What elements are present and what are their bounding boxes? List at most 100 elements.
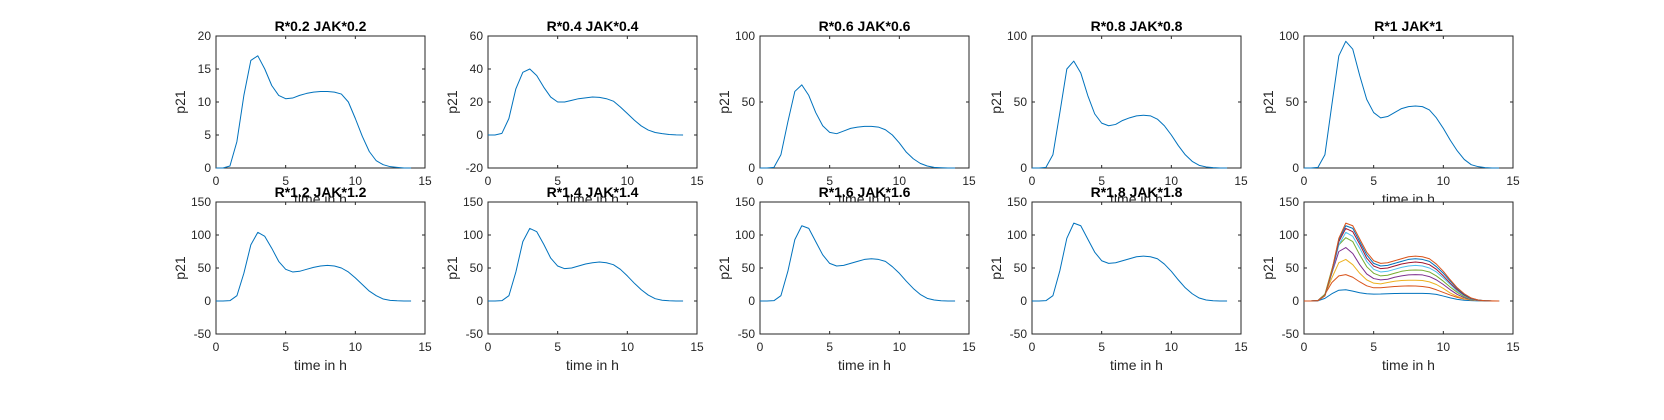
y-axis-label: p21	[1260, 256, 1276, 280]
x-axis-label: time in h	[1382, 357, 1435, 373]
x-tick-label: 0	[485, 340, 492, 354]
x-tick-label: 5	[1370, 340, 1377, 354]
y-tick-label: 150	[191, 195, 211, 209]
x-axis-label: time in h	[566, 357, 619, 373]
axes-box	[1303, 201, 1514, 335]
x-tick-label: 10	[1437, 340, 1451, 354]
y-tick-label: 0	[748, 294, 755, 308]
y-tick-label: 50	[1286, 95, 1300, 109]
y-tick-label: -20	[466, 161, 484, 175]
subplot-title: R*0.4 JAK*0.4	[547, 18, 639, 34]
x-tick-label: 5	[1098, 174, 1105, 188]
series-line-1	[216, 55, 412, 169]
x-tick-label: 10	[893, 174, 907, 188]
y-tick-label: 100	[735, 228, 755, 242]
x-tick-label: 0	[757, 340, 764, 354]
y-tick-label: 20	[198, 29, 212, 43]
y-tick-label: 100	[735, 29, 755, 43]
y-tick-label: 0	[1020, 294, 1027, 308]
x-tick-label: 5	[826, 174, 833, 188]
x-tick-label: 5	[554, 340, 561, 354]
y-tick-label: 20	[470, 95, 484, 109]
y-tick-label: 100	[1007, 29, 1027, 43]
y-tick-label: 100	[463, 228, 483, 242]
y-tick-label: 40	[470, 62, 484, 76]
subplot-title: R*1.6 JAK*1.6	[819, 184, 911, 200]
x-tick-label: 15	[962, 174, 976, 188]
subplot-title: R*1.4 JAK*1.4	[547, 184, 639, 200]
x-axis-label: time in h	[838, 357, 891, 373]
x-tick-label: 10	[1165, 340, 1179, 354]
x-tick-label: 10	[349, 340, 363, 354]
y-axis-label: p21	[716, 256, 732, 280]
series-line-1	[1304, 40, 1500, 169]
y-tick-label: 50	[742, 261, 756, 275]
subplot-title: R*0.6 JAK*0.6	[819, 18, 911, 34]
axes-box	[759, 201, 970, 335]
y-tick-label: 100	[1279, 29, 1299, 43]
y-tick-label: -50	[194, 327, 212, 341]
y-tick-label: 0	[1020, 161, 1027, 175]
series-line-1	[1032, 60, 1228, 169]
y-tick-label: 50	[1014, 261, 1028, 275]
x-tick-label: 10	[621, 340, 635, 354]
x-tick-label: 10	[893, 340, 907, 354]
y-axis-label: p21	[444, 90, 460, 114]
y-tick-label: -50	[466, 327, 484, 341]
x-axis-label: time in h	[294, 357, 347, 373]
x-axis-label: time in h	[1110, 357, 1163, 373]
y-axis-label: p21	[172, 90, 188, 114]
x-tick-label: 5	[554, 174, 561, 188]
y-axis-label: p21	[988, 90, 1004, 114]
x-tick-label: 15	[418, 340, 432, 354]
x-tick-label: 5	[282, 340, 289, 354]
y-tick-label: 5	[204, 128, 211, 142]
x-tick-label: 10	[621, 174, 635, 188]
y-tick-label: 0	[1292, 161, 1299, 175]
series-line-3	[1304, 258, 1500, 302]
axes-box	[487, 201, 698, 335]
y-tick-label: 150	[1007, 195, 1027, 209]
x-tick-label: 0	[1029, 340, 1036, 354]
y-tick-label: 0	[1292, 294, 1299, 308]
x-tick-label: 15	[1234, 174, 1248, 188]
subplot-title: R*0.2 JAK*0.2	[275, 18, 367, 34]
y-tick-label: -50	[1010, 327, 1028, 341]
y-tick-label: 0	[748, 161, 755, 175]
series-line-1	[760, 84, 956, 169]
y-axis-label: p21	[172, 256, 188, 280]
y-tick-label: 100	[1007, 228, 1027, 242]
axes-box	[487, 35, 698, 169]
x-tick-label: 15	[1234, 340, 1248, 354]
x-tick-label: 5	[282, 174, 289, 188]
x-tick-label: 0	[213, 340, 220, 354]
y-tick-label: 100	[191, 228, 211, 242]
x-tick-label: 10	[1165, 174, 1179, 188]
axes-box	[215, 35, 426, 169]
series-line-9	[1304, 222, 1500, 302]
x-tick-label: 0	[1301, 174, 1308, 188]
x-tick-label: 10	[1437, 174, 1451, 188]
subplot-title: R*0.8 JAK*0.8	[1091, 18, 1183, 34]
x-tick-label: 15	[962, 340, 976, 354]
y-tick-label: 0	[204, 161, 211, 175]
series-line-1	[488, 68, 684, 136]
x-tick-label: 15	[1506, 340, 1520, 354]
y-axis-label: p21	[444, 256, 460, 280]
x-tick-label: 15	[1506, 174, 1520, 188]
series-line-1	[1032, 222, 1228, 302]
y-tick-label: 15	[198, 62, 212, 76]
axes-box	[1031, 201, 1242, 335]
x-tick-label: 0	[1029, 174, 1036, 188]
x-tick-label: 15	[690, 340, 704, 354]
subplot-title: R*1 JAK*1	[1374, 18, 1443, 34]
series-line-1	[488, 227, 684, 302]
